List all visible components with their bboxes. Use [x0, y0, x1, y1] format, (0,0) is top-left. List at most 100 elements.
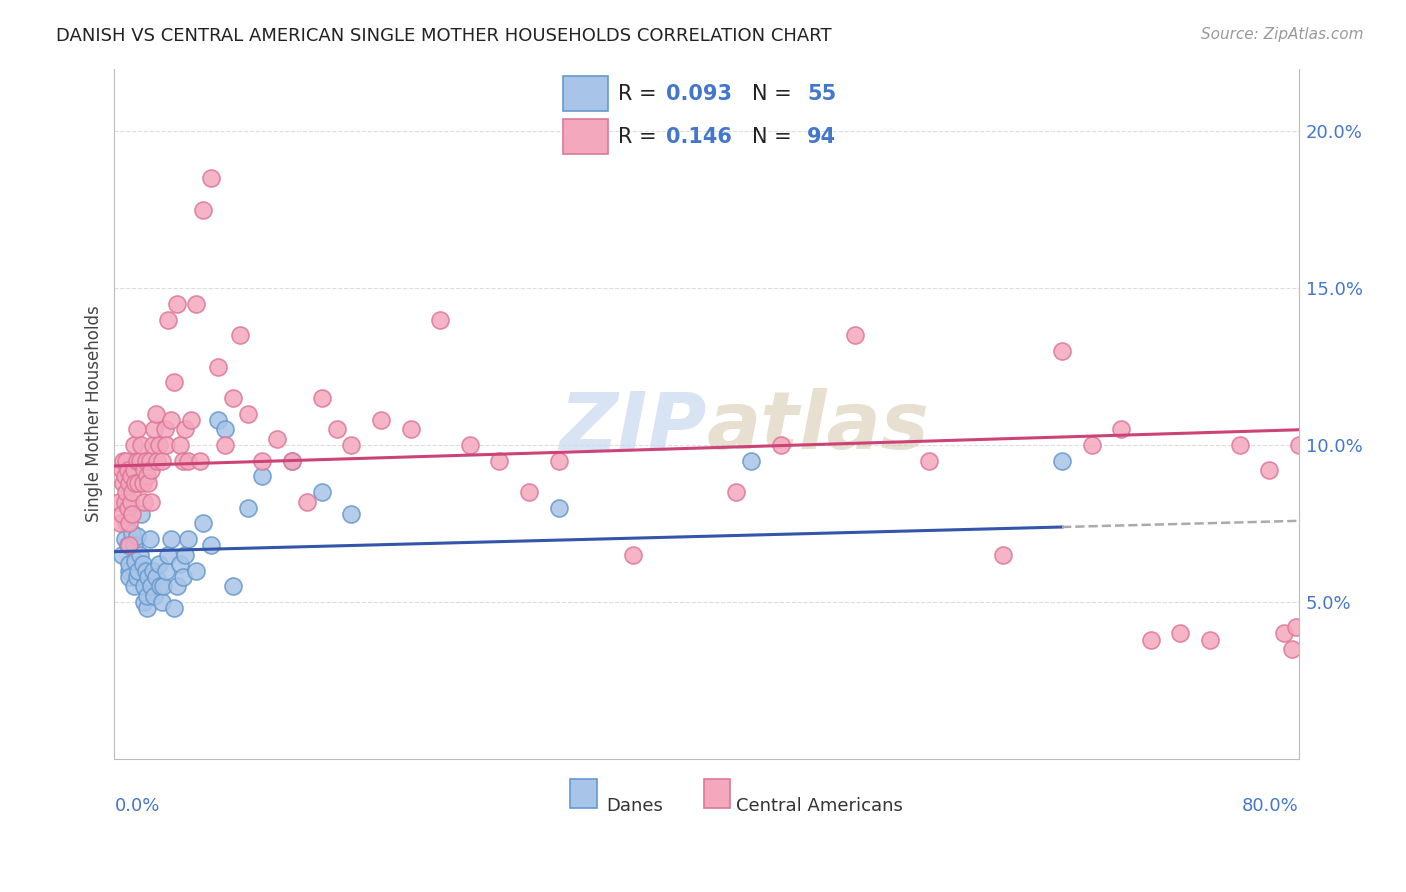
- Point: [124, 554, 146, 568]
- Point: [152, 579, 174, 593]
- Point: [129, 507, 152, 521]
- Point: [131, 558, 153, 572]
- Point: [1281, 642, 1303, 657]
- Point: [139, 453, 162, 467]
- Point: [108, 494, 131, 508]
- Point: [143, 422, 166, 436]
- Point: [918, 453, 941, 467]
- Point: [125, 422, 148, 436]
- Point: [188, 453, 211, 467]
- Point: [193, 516, 215, 531]
- Point: [117, 500, 139, 515]
- Point: [128, 548, 150, 562]
- Point: [200, 171, 222, 186]
- Point: [266, 432, 288, 446]
- Point: [207, 359, 229, 374]
- Point: [114, 469, 136, 483]
- Point: [162, 601, 184, 615]
- Y-axis label: Single Mother Households: Single Mother Households: [86, 305, 103, 522]
- Bar: [704, 780, 730, 808]
- Point: [138, 475, 160, 490]
- Point: [139, 532, 162, 546]
- Point: [180, 413, 202, 427]
- Point: [1229, 438, 1251, 452]
- Point: [229, 328, 252, 343]
- Point: [110, 516, 132, 531]
- Point: [136, 601, 159, 615]
- Point: [311, 391, 333, 405]
- Point: [111, 548, 134, 562]
- Point: [169, 558, 191, 572]
- Text: Danes: Danes: [606, 797, 662, 814]
- Point: [325, 422, 347, 436]
- Point: [122, 463, 145, 477]
- Point: [1050, 453, 1073, 467]
- Point: [458, 438, 481, 452]
- Point: [159, 532, 181, 546]
- Point: [115, 453, 138, 467]
- Point: [252, 469, 274, 483]
- Point: [125, 570, 148, 584]
- Point: [148, 558, 170, 572]
- Point: [121, 525, 143, 540]
- Point: [1199, 632, 1222, 647]
- Point: [844, 328, 866, 343]
- Point: [112, 475, 135, 490]
- Point: [295, 494, 318, 508]
- Bar: [571, 780, 596, 808]
- Point: [136, 589, 159, 603]
- Point: [132, 463, 155, 477]
- Point: [1288, 438, 1310, 452]
- Point: [115, 485, 138, 500]
- Point: [114, 532, 136, 546]
- Point: [111, 463, 134, 477]
- Point: [148, 438, 170, 452]
- Text: DANISH VS CENTRAL AMERICAN SINGLE MOTHER HOUSEHOLDS CORRELATION CHART: DANISH VS CENTRAL AMERICAN SINGLE MOTHER…: [56, 27, 832, 45]
- Point: [340, 507, 363, 521]
- Point: [131, 475, 153, 490]
- Point: [132, 494, 155, 508]
- Point: [1050, 343, 1073, 358]
- Point: [117, 463, 139, 477]
- Point: [155, 438, 177, 452]
- Point: [122, 579, 145, 593]
- Point: [118, 558, 141, 572]
- Point: [193, 202, 215, 217]
- Point: [281, 453, 304, 467]
- Point: [236, 500, 259, 515]
- Text: Source: ZipAtlas.com: Source: ZipAtlas.com: [1201, 27, 1364, 42]
- Point: [118, 564, 141, 578]
- Point: [340, 438, 363, 452]
- Point: [184, 564, 207, 578]
- Point: [121, 485, 143, 500]
- Point: [127, 475, 149, 490]
- Point: [120, 494, 142, 508]
- Point: [118, 570, 141, 584]
- Point: [162, 376, 184, 390]
- Point: [122, 438, 145, 452]
- Point: [118, 516, 141, 531]
- Point: [725, 485, 748, 500]
- Point: [1258, 463, 1281, 477]
- Point: [149, 579, 172, 593]
- Point: [128, 453, 150, 467]
- Text: Central Americans: Central Americans: [737, 797, 903, 814]
- Point: [252, 453, 274, 467]
- Point: [124, 475, 146, 490]
- Point: [169, 438, 191, 452]
- Point: [1140, 632, 1163, 647]
- Point: [145, 570, 167, 584]
- Point: [136, 469, 159, 483]
- Point: [177, 453, 200, 467]
- Point: [143, 589, 166, 603]
- Point: [142, 564, 165, 578]
- Point: [172, 453, 194, 467]
- Point: [150, 453, 173, 467]
- Point: [1285, 620, 1308, 634]
- Point: [117, 538, 139, 552]
- Point: [200, 538, 222, 552]
- Point: [547, 453, 569, 467]
- Point: [740, 453, 762, 467]
- Point: [166, 579, 188, 593]
- Point: [621, 548, 644, 562]
